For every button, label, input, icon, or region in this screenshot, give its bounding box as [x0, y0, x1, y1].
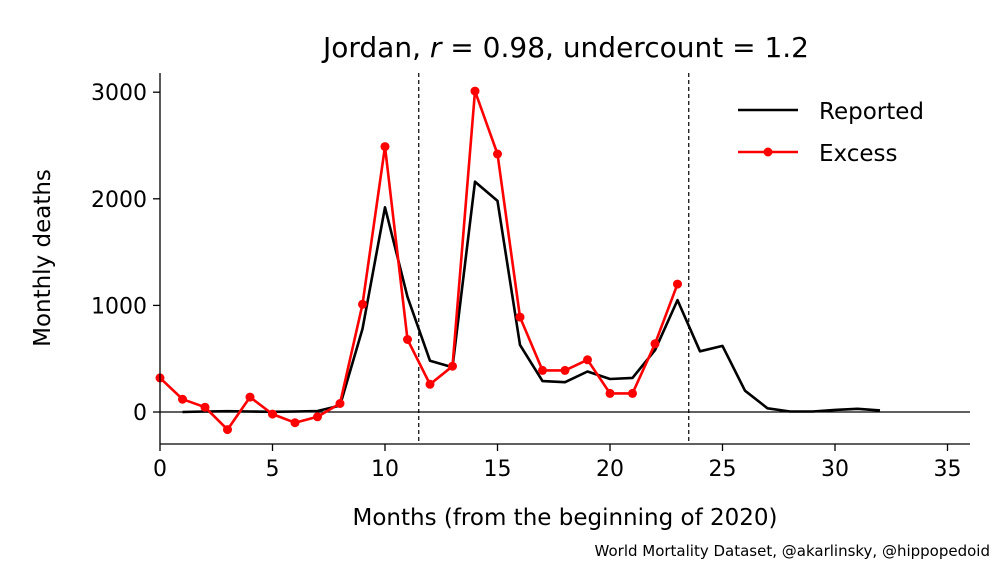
- data-point-excess: [223, 425, 232, 435]
- legend-label-excess: Excess: [819, 141, 898, 167]
- data-point-excess: [515, 312, 525, 322]
- plot-area: [155, 73, 970, 444]
- data-point-excess: [335, 399, 345, 408]
- x-tick-label: 25: [709, 457, 737, 482]
- data-point-excess: [538, 365, 547, 375]
- data-point-excess: [178, 394, 187, 404]
- y-tick-label: 3000: [91, 81, 147, 106]
- y-axis-title: Monthly deaths: [30, 169, 56, 347]
- x-tick-label: 35: [934, 457, 962, 482]
- data-point-excess: [200, 402, 210, 412]
- data-point-excess: [650, 339, 660, 349]
- data-point-excess: [358, 299, 367, 309]
- data-point-excess: [290, 418, 300, 428]
- legend: Reported Excess: [738, 99, 924, 167]
- x-axis-title: Months (from the beginning of 2020): [352, 505, 777, 531]
- x-tick-label: 10: [371, 457, 399, 482]
- x-tick-label: 20: [596, 457, 624, 482]
- y-tick-label: 1000: [91, 294, 147, 319]
- series-line-reported: [182, 180, 881, 414]
- x-tick-label: 30: [821, 457, 849, 482]
- x-tick-label: 0: [153, 457, 167, 482]
- data-point-excess: [245, 392, 255, 402]
- data-point-excess: [448, 361, 457, 371]
- data-point-excess: [673, 279, 682, 289]
- data-point-excess: [313, 412, 322, 422]
- legend-label-reported: Reported: [819, 99, 924, 125]
- y-ticks: 0 1000 2000 3000: [91, 81, 160, 426]
- series-line-excess: [159, 89, 679, 431]
- chart-title-rest: = 0.98, undercount = 1.2: [441, 31, 809, 64]
- data-point-excess: [470, 86, 480, 96]
- y-tick-label: 0: [133, 401, 147, 426]
- chart-title-prefix: Jordan,: [321, 31, 430, 64]
- data-point-excess: [425, 379, 435, 389]
- data-point-excess: [380, 142, 390, 152]
- data-point-excess: [628, 388, 637, 398]
- x-tick-label: 15: [484, 457, 512, 482]
- data-point-excess: [560, 365, 570, 375]
- x-ticks: 0 5 10 15 20 25 30 35: [153, 444, 962, 482]
- data-point-excess: [493, 149, 502, 159]
- data-point-excess: [268, 409, 277, 419]
- y-tick-label: 2000: [91, 188, 147, 213]
- x-tick-label: 5: [266, 457, 280, 482]
- credit-text: World Mortality Dataset, @akarlinsky, @h…: [595, 542, 990, 560]
- data-point-excess: [605, 388, 615, 398]
- data-point-excess: [403, 335, 412, 344]
- legend-marker-excess: [763, 147, 773, 157]
- chart-title: Jordan, r = 0.98, undercount = 1.2: [321, 31, 809, 64]
- chart-title-r-symbol: r: [430, 31, 443, 64]
- data-point-excess: [583, 355, 592, 365]
